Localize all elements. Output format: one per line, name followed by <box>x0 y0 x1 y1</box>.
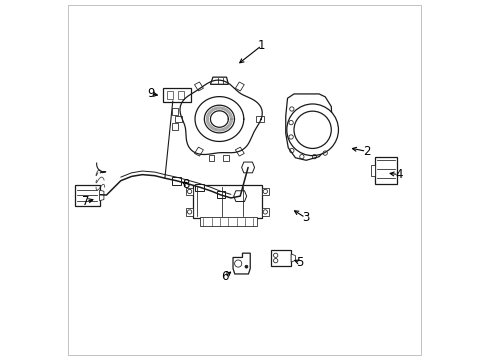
Polygon shape <box>241 162 254 173</box>
Text: 2: 2 <box>362 145 369 158</box>
Polygon shape <box>285 94 332 160</box>
Bar <box>199 217 257 226</box>
Text: 9: 9 <box>146 87 154 100</box>
Polygon shape <box>172 123 178 130</box>
Polygon shape <box>194 82 203 91</box>
FancyBboxPatch shape <box>271 250 290 266</box>
Polygon shape <box>194 147 203 156</box>
Text: 8: 8 <box>183 178 190 191</box>
Text: 7: 7 <box>82 195 90 208</box>
Polygon shape <box>100 190 104 201</box>
Text: 6: 6 <box>221 270 228 283</box>
Polygon shape <box>208 155 214 161</box>
Circle shape <box>244 265 247 268</box>
Bar <box>261 208 268 216</box>
Polygon shape <box>172 108 178 116</box>
Polygon shape <box>174 116 182 122</box>
Bar <box>261 188 268 195</box>
Text: 5: 5 <box>296 256 303 269</box>
Bar <box>217 191 225 198</box>
Bar <box>167 91 172 99</box>
Polygon shape <box>210 77 228 84</box>
Text: 1: 1 <box>258 39 265 52</box>
Polygon shape <box>223 155 228 161</box>
Polygon shape <box>235 82 244 91</box>
FancyBboxPatch shape <box>192 185 262 218</box>
FancyBboxPatch shape <box>375 157 396 184</box>
Bar <box>178 91 183 99</box>
Polygon shape <box>233 191 246 202</box>
Polygon shape <box>370 165 375 176</box>
Polygon shape <box>233 253 250 274</box>
Polygon shape <box>235 147 244 156</box>
FancyBboxPatch shape <box>75 185 100 206</box>
Bar <box>195 184 203 191</box>
Text: 4: 4 <box>394 168 402 181</box>
Circle shape <box>286 104 338 156</box>
FancyBboxPatch shape <box>163 88 190 102</box>
Text: 3: 3 <box>301 211 308 224</box>
Polygon shape <box>256 116 264 122</box>
Bar <box>172 177 180 185</box>
Bar <box>185 208 193 216</box>
Bar <box>185 188 193 195</box>
Polygon shape <box>290 254 295 262</box>
